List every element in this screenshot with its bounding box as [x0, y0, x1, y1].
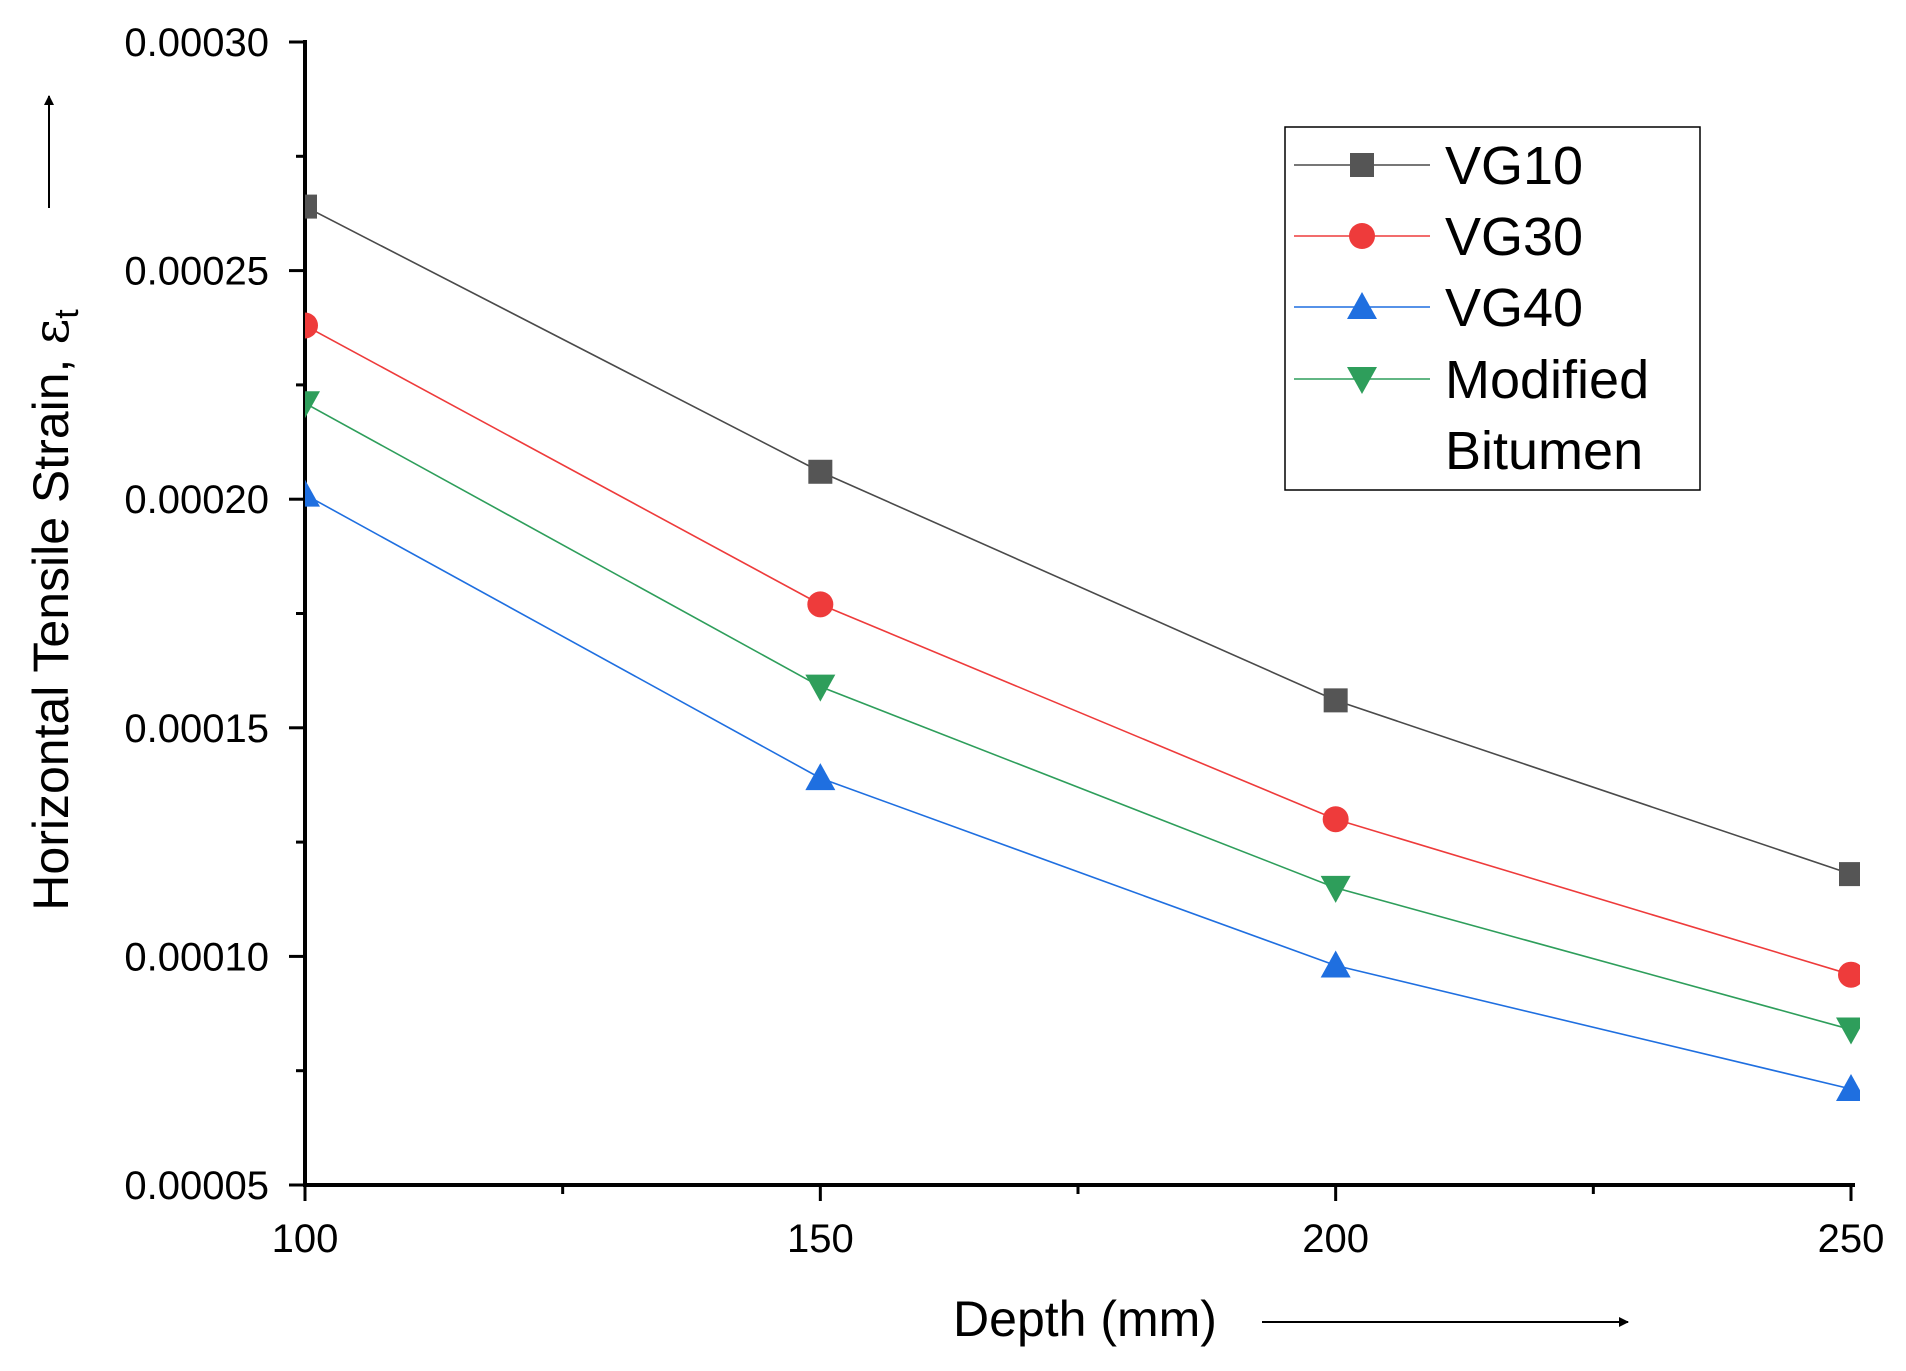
y-tick-label-0.00010: 0.00010 [124, 935, 269, 979]
y-axis-title-subscript: t [48, 309, 86, 319]
legend-marker-vg30 [1349, 223, 1375, 249]
point-vg10-100 [305, 194, 317, 219]
legend: VG10 VG30 VG40 Modified Bitumen [1284, 126, 1701, 491]
legend-label-vg30: VG30 [1445, 207, 1583, 267]
y-tick-label-0.00005: 0.00005 [124, 1164, 269, 1208]
y-tick-label-0.00025: 0.00025 [124, 250, 269, 294]
y-tick-label-0.00030: 0.00030 [124, 21, 269, 65]
x-tick-label-150: 150 [787, 1217, 854, 1261]
point-vg10-150 [808, 459, 833, 484]
x-tick-label-100: 100 [272, 1217, 339, 1261]
y-axis-title: Horizontal Tensile Strain, εt [22, 309, 86, 911]
point-vg30-250 [1838, 961, 1860, 988]
legend-marker-vg10 [1350, 153, 1374, 177]
x-tick-label-250: 250 [1818, 1217, 1885, 1261]
series-line-vg10 [305, 205, 1852, 875]
legend-marker-modified-bitumen [1347, 367, 1377, 394]
series-lines [305, 205, 1852, 1090]
point-modified-bitumen-150 [805, 674, 836, 702]
axis-ticks: 100 150 200 250 0.00005 0.00010 0.00015 0.00020… [124, 21, 1884, 1261]
point-vg30-150 [807, 591, 834, 618]
series-line-vg30 [305, 324, 1852, 976]
point-vg40-250 [1836, 1073, 1860, 1101]
y-tick-label-0.00020: 0.00020 [124, 478, 269, 522]
point-modified-bitumen-100 [305, 391, 320, 419]
point-vg30-200 [1322, 806, 1349, 833]
y-axis-title-main: Horizontal Tensile Strain, [23, 345, 79, 911]
series-markers [305, 194, 1860, 1101]
point-vg10-200 [1323, 688, 1348, 713]
point-vg40-100 [305, 479, 320, 507]
y-axis-title-symbol: ε [22, 319, 80, 345]
point-vg40-200 [1320, 950, 1351, 978]
x-tick-label-200: 200 [1302, 1217, 1369, 1261]
point-modified-bitumen-200 [1320, 875, 1351, 903]
legend-label-modified-bitumen: Modified Bitumen [1445, 350, 1649, 481]
point-vg40-150 [805, 763, 836, 791]
series-line-modified-bitumen [305, 402, 1852, 1031]
legend-label-vg40: VG40 [1445, 278, 1583, 338]
series-line-vg40 [305, 493, 1852, 1090]
legend-marker-vg40 [1347, 292, 1377, 319]
point-modified-bitumen-250 [1836, 1017, 1860, 1045]
point-vg10-250 [1839, 862, 1860, 887]
legend-label-line: Modified [1445, 350, 1649, 410]
y-tick-label-0.00015: 0.00015 [124, 707, 269, 751]
legend-label-line: Bitumen [1445, 421, 1643, 481]
point-vg30-100 [305, 312, 318, 339]
legend-label-vg10: VG10 [1445, 136, 1583, 196]
x-axis-title: Depth (mm) [953, 1291, 1217, 1347]
